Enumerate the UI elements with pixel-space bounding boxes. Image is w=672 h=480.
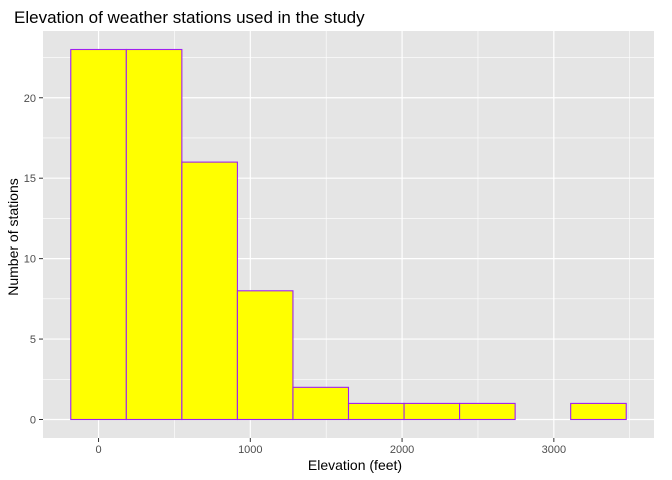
histogram-bar <box>403 402 461 421</box>
y-axis-ticks: 0 5 10 15 20 <box>24 93 43 427</box>
x-tick-label: 1000 <box>238 444 262 456</box>
histogram-bar <box>570 402 627 421</box>
histogram-bars <box>70 48 627 421</box>
y-tick-label: 15 <box>24 173 36 185</box>
histogram-bar <box>125 48 183 421</box>
x-tick-label: 2000 <box>390 444 414 456</box>
y-tick-label: 20 <box>24 93 36 105</box>
histogram-bar <box>70 48 127 421</box>
x-tick-label: 0 <box>95 444 101 456</box>
chart-title: Elevation of weather stations used in th… <box>14 8 365 27</box>
y-tick-label: 10 <box>24 254 36 266</box>
histogram-bar <box>347 402 405 421</box>
y-tick-label: 5 <box>30 334 36 346</box>
histogram-bar <box>292 386 350 421</box>
histogram-bar <box>181 161 238 421</box>
x-axis-ticks: 0 1000 2000 3000 <box>95 438 566 456</box>
histogram-bar <box>236 290 294 421</box>
y-tick-label: 0 <box>30 415 36 427</box>
x-tick-label: 3000 <box>542 444 566 456</box>
y-axis-label: Number of stations <box>5 178 21 296</box>
histogram-bar <box>459 402 516 421</box>
x-axis-label: Elevation (feet) <box>308 457 402 473</box>
